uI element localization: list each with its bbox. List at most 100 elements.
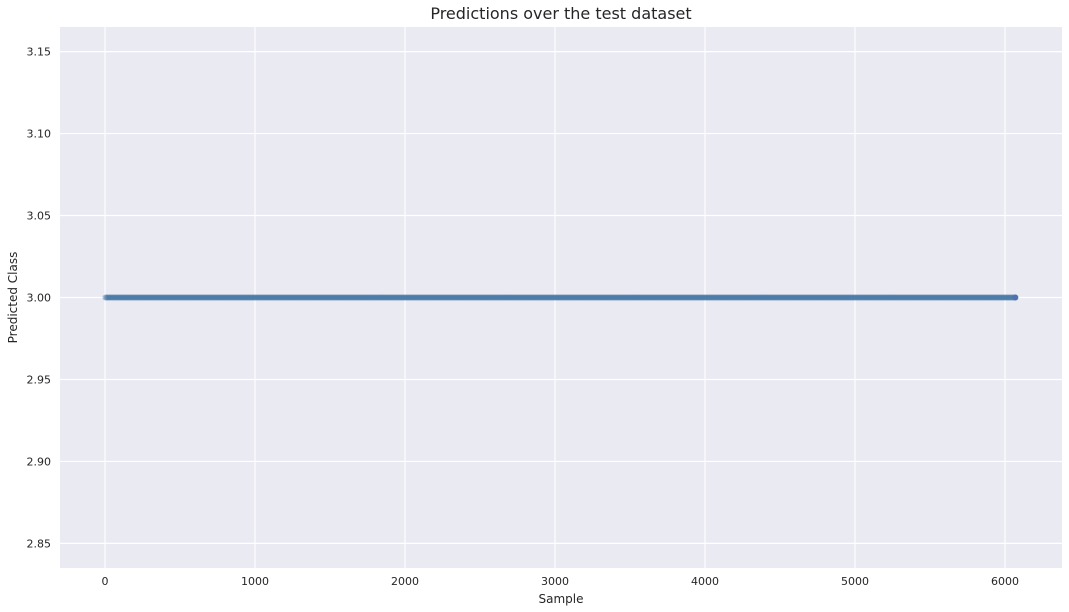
scatter-point: [170, 294, 177, 301]
scatter-point: [143, 294, 150, 301]
scatter-point: [130, 294, 137, 301]
scatter-point: [144, 294, 151, 301]
scatter-point: [144, 294, 151, 301]
scatter-point: [170, 294, 177, 301]
scatter-point: [135, 294, 142, 301]
scatter-point: [124, 294, 131, 301]
scatter-point: [122, 294, 129, 301]
scatter-point: [147, 294, 154, 301]
scatter-point: [115, 294, 122, 301]
scatter-point: [161, 294, 168, 301]
scatter-point: [138, 294, 145, 301]
scatter-point: [156, 294, 162, 301]
scatter-point: [156, 294, 163, 301]
scatter-point: [163, 294, 170, 301]
scatter-point: [155, 294, 162, 301]
scatter-point: [153, 294, 160, 301]
scatter-point: [104, 294, 111, 301]
scatter-point: [116, 294, 123, 301]
scatter-point: [138, 294, 145, 301]
scatter-point: [121, 294, 128, 301]
scatter-point: [148, 294, 155, 301]
scatter-point: [165, 294, 172, 301]
scatter-point: [123, 294, 130, 301]
scatter-point: [117, 294, 124, 301]
scatter-point: [164, 294, 171, 301]
scatter-point: [162, 294, 168, 301]
scatter-point: [152, 294, 159, 301]
scatter-point: [120, 294, 127, 301]
scatter-point: [176, 294, 183, 301]
scatter-point: [167, 294, 174, 301]
scatter-point: [117, 294, 123, 301]
scatter-point: [169, 294, 176, 301]
scatter-point: [164, 294, 171, 301]
scatter-point: [152, 294, 159, 301]
scatter-point: [110, 294, 117, 301]
scatter-point: [132, 294, 139, 301]
scatter-point: [108, 294, 115, 301]
scatter-point: [102, 294, 108, 301]
scatter-point: [145, 294, 152, 301]
scatter-point: [131, 294, 138, 301]
scatter-point: [106, 294, 113, 301]
scatter-point: [121, 294, 128, 301]
scatter-point: [135, 294, 142, 301]
scatter-point: [111, 294, 118, 301]
scatter-point: [113, 294, 120, 301]
scatter-point: [166, 294, 173, 301]
scatter-point: [162, 294, 169, 301]
scatter-point: [171, 294, 178, 301]
scatter-point: [167, 294, 174, 301]
scatter-point: [104, 294, 111, 301]
scatter-point: [144, 294, 151, 301]
scatter-point: [153, 294, 160, 301]
scatter-point: [175, 294, 182, 301]
scatter-point: [135, 294, 142, 301]
scatter-point: [121, 294, 128, 301]
scatter-point: [136, 294, 143, 301]
scatter-point: [122, 294, 129, 301]
scatter-point: [150, 294, 157, 301]
scatter-point: [157, 294, 164, 301]
scatter-point: [178, 294, 185, 301]
scatter-point: [139, 294, 146, 301]
scatter-point: [154, 294, 161, 301]
scatter-point: [173, 294, 180, 301]
scatter-point: [119, 294, 126, 301]
scatter-point: [150, 294, 156, 301]
scatter-point: [160, 294, 167, 301]
scatter-point: [169, 294, 176, 301]
scatter-point: [168, 294, 175, 301]
scatter-point: [114, 294, 121, 301]
scatter-point: [127, 294, 134, 301]
scatter-point: [102, 294, 109, 301]
scatter-point: [143, 294, 150, 301]
scatter-point: [145, 294, 152, 301]
scatter-point: [164, 294, 171, 301]
scatter-point: [162, 294, 169, 301]
scatter-point: [113, 294, 120, 301]
scatter-point: [155, 294, 162, 301]
scatter-point: [109, 294, 116, 301]
scatter-point: [163, 294, 170, 301]
scatter-point: [164, 294, 171, 301]
scatter-point: [140, 294, 147, 301]
scatter-point: [117, 294, 124, 301]
scatter-point: [124, 294, 131, 301]
scatter-point: [145, 294, 152, 301]
scatter-point: [112, 294, 119, 301]
scatter-point: [174, 294, 181, 301]
scatter-point: [121, 294, 128, 301]
scatter-point: [129, 294, 135, 301]
scatter-point: [125, 294, 132, 301]
scatter-point: [117, 294, 124, 301]
scatter-point: [114, 294, 121, 301]
scatter-point: [146, 294, 153, 301]
scatter-point: [110, 294, 117, 301]
scatter-point: [110, 294, 117, 301]
scatter-point: [120, 294, 127, 301]
scatter-point: [143, 294, 150, 301]
scatter-point: [142, 294, 149, 301]
scatter-point: [116, 294, 123, 301]
